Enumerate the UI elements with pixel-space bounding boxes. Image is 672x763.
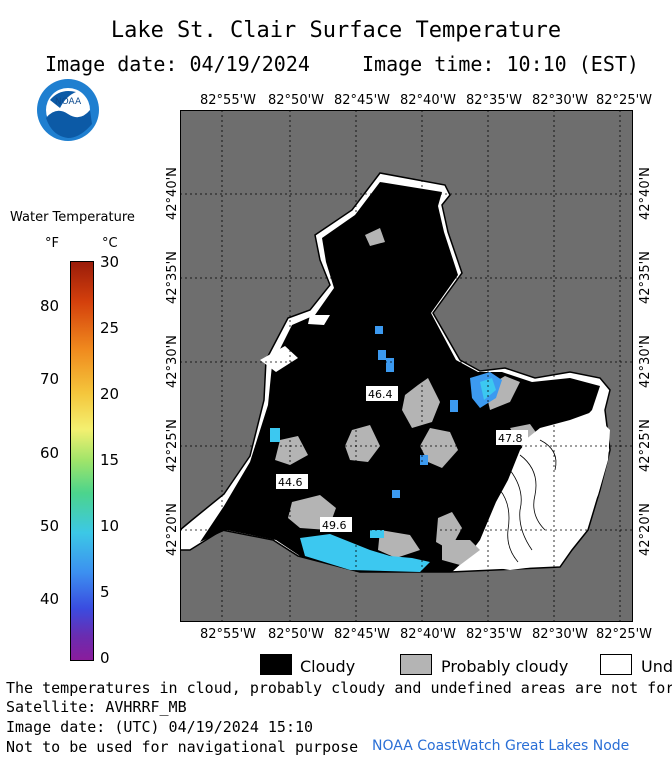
longitude-label: 82°40'W [400, 93, 457, 108]
longitude-label: 82°55'W [200, 93, 257, 108]
latitude-label: 42°25'N [165, 419, 180, 472]
unit-fahrenheit: °F [45, 236, 59, 251]
longitude-label: 82°30'W [532, 627, 589, 642]
fahrenheit-tick: 60 [40, 443, 60, 462]
undefined-swatch [600, 654, 632, 675]
lake-temperature-map: 46.4 47.8 44.6 49.6 [179, 110, 633, 622]
image-date: Image date: 04/19/2024 [45, 52, 310, 76]
longitude-label: 82°50'W [268, 627, 325, 642]
water-areas [270, 326, 502, 572]
unit-celsius: °C [102, 236, 118, 251]
credit-link[interactable]: NOAA CoastWatch Great Lakes Node [372, 738, 630, 754]
colorbar-gradient [70, 261, 94, 661]
longitude-label: 82°40'W [400, 627, 457, 642]
celsius-tick: 5 [100, 583, 110, 601]
longitude-label: 82°30'W [532, 93, 589, 108]
celsius-tick: 15 [100, 451, 120, 469]
temp-label: 46.4 [368, 388, 393, 401]
cloudy-swatch [260, 654, 292, 675]
probably-cloudy-swatch [400, 654, 432, 675]
fahrenheit-tick: 50 [40, 517, 60, 535]
temperature-contours [499, 439, 557, 563]
latitude-label: 42°20'N [638, 503, 653, 556]
logo-text: NOAA [55, 97, 82, 107]
celsius-tick: 0 [100, 649, 110, 667]
latitude-label: 42°25'N [638, 419, 653, 472]
latitude-label: 42°30'N [638, 335, 653, 388]
disclaimer: Not to be used for navigational purpose [6, 738, 359, 756]
fahrenheit-tick: 70 [40, 370, 60, 389]
page-title: Lake St. Clair Surface Temperature [110, 18, 562, 43]
temp-label: 44.6 [278, 476, 303, 489]
legend-probably-cloudy: Probably cloudy [441, 657, 569, 676]
celsius-tick: 10 [100, 517, 120, 535]
image-time: Image time: 10:10 (EST) [362, 52, 639, 76]
latitude-label: 42°20'N [165, 503, 180, 556]
longitude-label: 82°55'W [200, 627, 257, 642]
longitude-label: 82°35'W [466, 627, 523, 642]
graticule [180, 110, 633, 622]
celsius-tick: 20 [100, 385, 120, 403]
longitude-label: 82°45'W [334, 627, 391, 642]
latitude-label: 42°40'N [165, 167, 180, 220]
celsius-tick: 25 [100, 319, 120, 337]
utc-date: Image date: (UTC) 04/19/2024 15:10 [6, 718, 314, 736]
fahrenheit-tick: 40 [40, 590, 60, 609]
latitude-label: 42°35'N [638, 251, 653, 304]
longitude-label: 82°25'W [596, 627, 653, 642]
legend-cloudy: Cloudy [300, 657, 356, 676]
footer-note: The temperatures in cloud, probably clou… [6, 679, 672, 697]
longitude-label: 82°50'W [268, 93, 325, 108]
undefined-areas [260, 315, 610, 570]
temperature-labels: 46.4 47.8 44.6 49.6 [276, 386, 528, 532]
longitude-label: 82°35'W [466, 93, 523, 108]
map-border [180, 110, 633, 622]
colorbar-title: Water Temperature [10, 210, 135, 225]
fahrenheit-tick: 80 [40, 297, 60, 315]
longitude-label: 82°25'W [596, 93, 653, 108]
latitude-label: 42°30'N [165, 335, 180, 388]
latitude-label: 42°35'N [165, 251, 180, 304]
celsius-tick: 30 [100, 253, 120, 271]
longitude-label: 82°45'W [334, 93, 391, 108]
latitude-label: 42°40'N [638, 167, 653, 220]
noaa-logo-icon: NOAA [36, 78, 100, 142]
temp-label: 47.8 [498, 432, 523, 445]
temp-label: 49.6 [322, 519, 347, 532]
legend-undefined: Unde [641, 657, 672, 676]
satellite-info: Satellite: AVHRRF_MB [6, 698, 187, 716]
